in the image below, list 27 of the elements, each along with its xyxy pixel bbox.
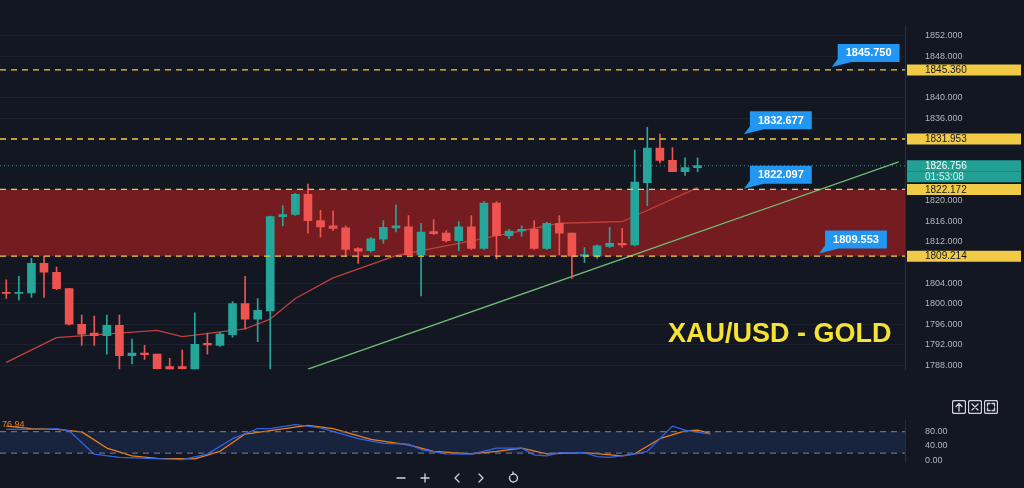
y-tick-label: 1820.000 xyxy=(925,195,963,206)
y-tick-label: 1804.000 xyxy=(925,277,963,288)
y-tick-label: 40.00 xyxy=(925,440,948,451)
y-tick-label: 1816.000 xyxy=(925,215,963,226)
y-tick-label: 1788.000 xyxy=(925,359,963,370)
annotation: 1809.553 xyxy=(833,232,879,245)
y-tick-label: 1792.000 xyxy=(925,339,963,350)
y-tick-label: 1796.000 xyxy=(925,318,963,329)
y-tick-label: 1840.000 xyxy=(925,92,963,103)
y-tick-label: 1800.000 xyxy=(925,298,963,309)
candlestick xyxy=(1,279,11,299)
ref-line-label: 1845.360 xyxy=(925,64,968,76)
ref-line-label: 1831.953 xyxy=(925,133,968,145)
annotation: 1845.750 xyxy=(845,46,892,59)
y-tick-label: 0.00 xyxy=(925,454,943,465)
y-tick-label: 1848.000 xyxy=(925,50,963,61)
y-tick-label: 80.00 xyxy=(925,426,948,437)
y-tick-label: 1852.000 xyxy=(925,30,963,41)
ref-line-label: 1809.214 xyxy=(925,250,968,262)
y-tick-label: 1836.000 xyxy=(925,112,963,123)
annotation: 1832.677 xyxy=(757,113,804,126)
ref-line-label: 1822.172 xyxy=(925,183,968,195)
y-tick-label: 1812.000 xyxy=(925,236,963,247)
ref-line-label: 1826.756 xyxy=(925,160,968,172)
annotation: 1822.097 xyxy=(757,168,804,181)
text: XAU/USD - GOLD xyxy=(668,318,892,349)
text: 01:53:08 xyxy=(925,171,965,183)
